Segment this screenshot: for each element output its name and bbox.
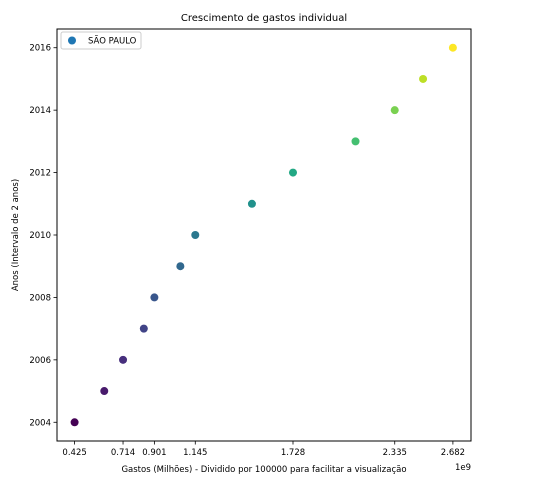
y-tick-label: 2012 <box>29 169 51 179</box>
data-point <box>100 387 109 396</box>
y-axis: 2004 2006 2008 2010 2012 2014 2016 <box>29 44 57 428</box>
legend-marker <box>68 36 76 45</box>
data-points <box>70 43 457 427</box>
data-point <box>176 262 185 271</box>
data-point <box>119 355 128 364</box>
x-tick-label: 0.425 <box>62 448 86 458</box>
y-tick-label: 2006 <box>29 356 51 366</box>
data-point <box>448 43 457 52</box>
legend-frame <box>60 31 142 50</box>
data-point <box>70 418 79 427</box>
data-point <box>191 231 200 239</box>
x-tick-label: 0.901 <box>142 448 166 458</box>
x-axis-label: Gastos (Milhões) - Dividido por 100000 p… <box>121 465 406 475</box>
y-tick-label: 2014 <box>29 106 51 116</box>
x-tick-label: 2.682 <box>441 448 465 458</box>
y-axis-label: Anos (Intervalo de 2 anos) <box>11 179 21 291</box>
y-tick-label: 2008 <box>29 293 51 303</box>
data-point <box>390 106 399 115</box>
x-tick-label: 2.335 <box>383 448 407 458</box>
y-tick-label: 2004 <box>29 418 51 428</box>
y-tick-label: 2016 <box>29 44 51 54</box>
data-point <box>288 168 297 177</box>
y-tick-label: 2010 <box>29 231 51 241</box>
data-point <box>150 293 159 302</box>
x-tick-label: 1.728 <box>281 448 305 458</box>
data-point <box>419 74 428 83</box>
data-point <box>139 324 148 333</box>
x-tick-label: 1.145 <box>183 448 207 458</box>
data-point <box>351 137 360 146</box>
data-point <box>247 199 256 208</box>
x-tick-label: 0.714 <box>111 448 135 458</box>
legend-label: SÃO PAULO <box>88 36 137 47</box>
legend: SÃO PAULO <box>60 31 142 50</box>
x-offset-text: 1e9 <box>455 463 471 473</box>
chart-title: Crescimento de gastos individual <box>181 13 347 24</box>
x-axis: 0.425 0.714 0.901 1.145 1.728 2.335 2.682 <box>62 441 465 458</box>
